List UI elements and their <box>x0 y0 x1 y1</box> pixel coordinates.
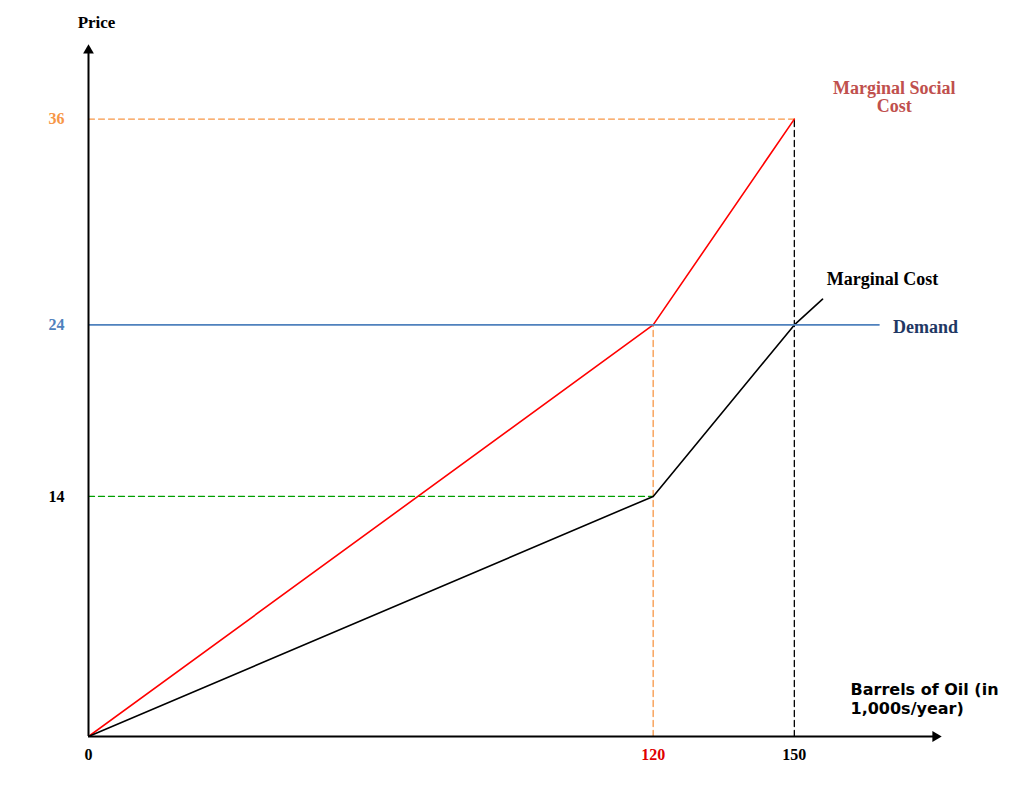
svg-text:Demand: Demand <box>893 317 958 337</box>
svg-text:Price: Price <box>78 13 116 32</box>
svg-text:Barrels of Oil (in1,000s/year): Barrels of Oil (in1,000s/year) <box>851 680 999 718</box>
svg-text:24: 24 <box>49 316 65 333</box>
svg-text:14: 14 <box>49 488 65 505</box>
svg-text:150: 150 <box>782 746 806 763</box>
svg-text:36: 36 <box>49 110 65 127</box>
svg-text:Marginal Cost: Marginal Cost <box>827 269 939 289</box>
svg-text:Marginal SocialCost: Marginal SocialCost <box>833 78 956 116</box>
svg-text:120: 120 <box>641 746 665 763</box>
svg-text:0: 0 <box>85 746 93 763</box>
